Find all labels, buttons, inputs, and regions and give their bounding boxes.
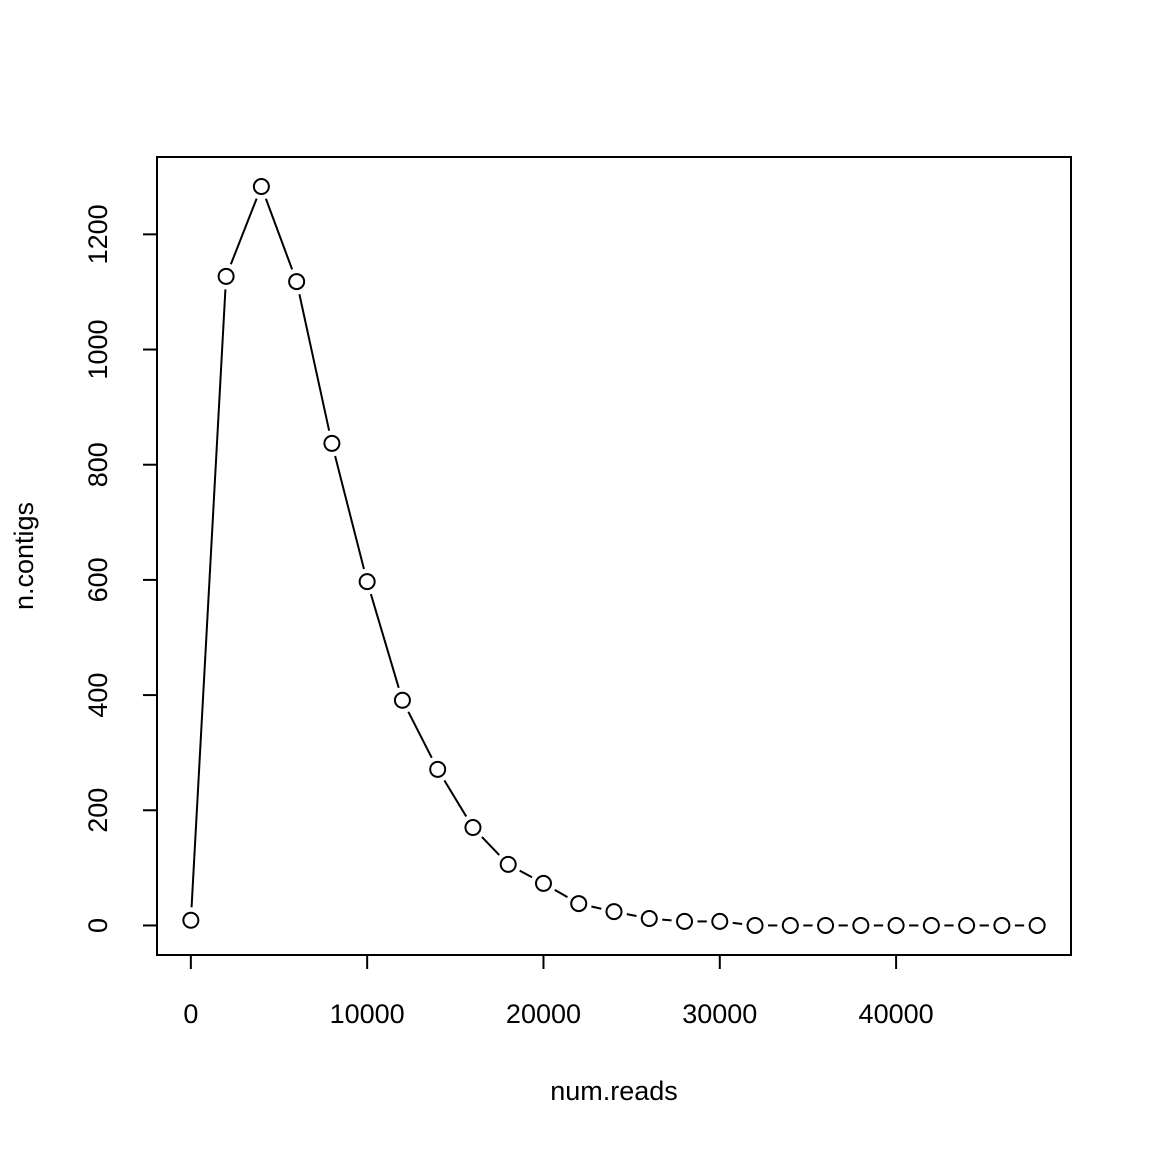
y-tick-label: 1000 xyxy=(83,319,113,379)
y-tick-label: 600 xyxy=(83,557,113,602)
line-segment xyxy=(554,888,568,898)
x-tick-label: 10000 xyxy=(330,999,405,1029)
point xyxy=(217,267,235,285)
line-segment xyxy=(407,711,433,759)
line-segment xyxy=(732,921,743,925)
point xyxy=(570,895,588,913)
line-segment xyxy=(264,198,294,270)
point xyxy=(676,912,694,930)
y-tick-label: 400 xyxy=(83,673,113,718)
line-segment xyxy=(229,198,258,265)
point xyxy=(464,819,482,837)
y-axis-label: n.contigs xyxy=(9,502,39,610)
x-tick-label: 0 xyxy=(183,999,198,1029)
point xyxy=(429,760,447,778)
line-segment xyxy=(626,913,637,918)
x-tick-label: 40000 xyxy=(859,999,934,1029)
y-tick-label: 200 xyxy=(83,788,113,833)
y-tick-label: 0 xyxy=(83,918,113,933)
line-segment xyxy=(519,869,533,879)
point xyxy=(323,434,341,452)
line-segment xyxy=(481,836,500,856)
line-segment xyxy=(443,779,468,817)
point xyxy=(358,573,376,591)
point xyxy=(993,916,1011,934)
point xyxy=(922,916,940,934)
x-axis-label: num.reads xyxy=(550,1076,678,1106)
point xyxy=(1028,916,1046,934)
point xyxy=(817,916,835,934)
point xyxy=(393,691,411,709)
point xyxy=(852,916,870,934)
point xyxy=(746,916,764,934)
point xyxy=(499,855,517,873)
y-tick-label: 800 xyxy=(83,442,113,487)
point xyxy=(781,916,799,934)
line-segment xyxy=(298,294,331,431)
y-tick-label: 1200 xyxy=(83,204,113,264)
line-segment xyxy=(334,455,365,570)
line-segment xyxy=(591,905,602,910)
line-segment xyxy=(662,918,672,922)
point xyxy=(252,178,270,196)
point xyxy=(640,910,658,928)
point xyxy=(711,912,729,930)
x-tick-label: 20000 xyxy=(506,999,581,1029)
line-segment xyxy=(369,593,400,689)
point xyxy=(605,903,623,921)
line-segment xyxy=(190,289,227,908)
point xyxy=(182,911,200,929)
point xyxy=(887,916,905,934)
point xyxy=(958,916,976,934)
point xyxy=(288,273,306,291)
point xyxy=(534,874,552,892)
x-tick-label: 30000 xyxy=(682,999,757,1029)
